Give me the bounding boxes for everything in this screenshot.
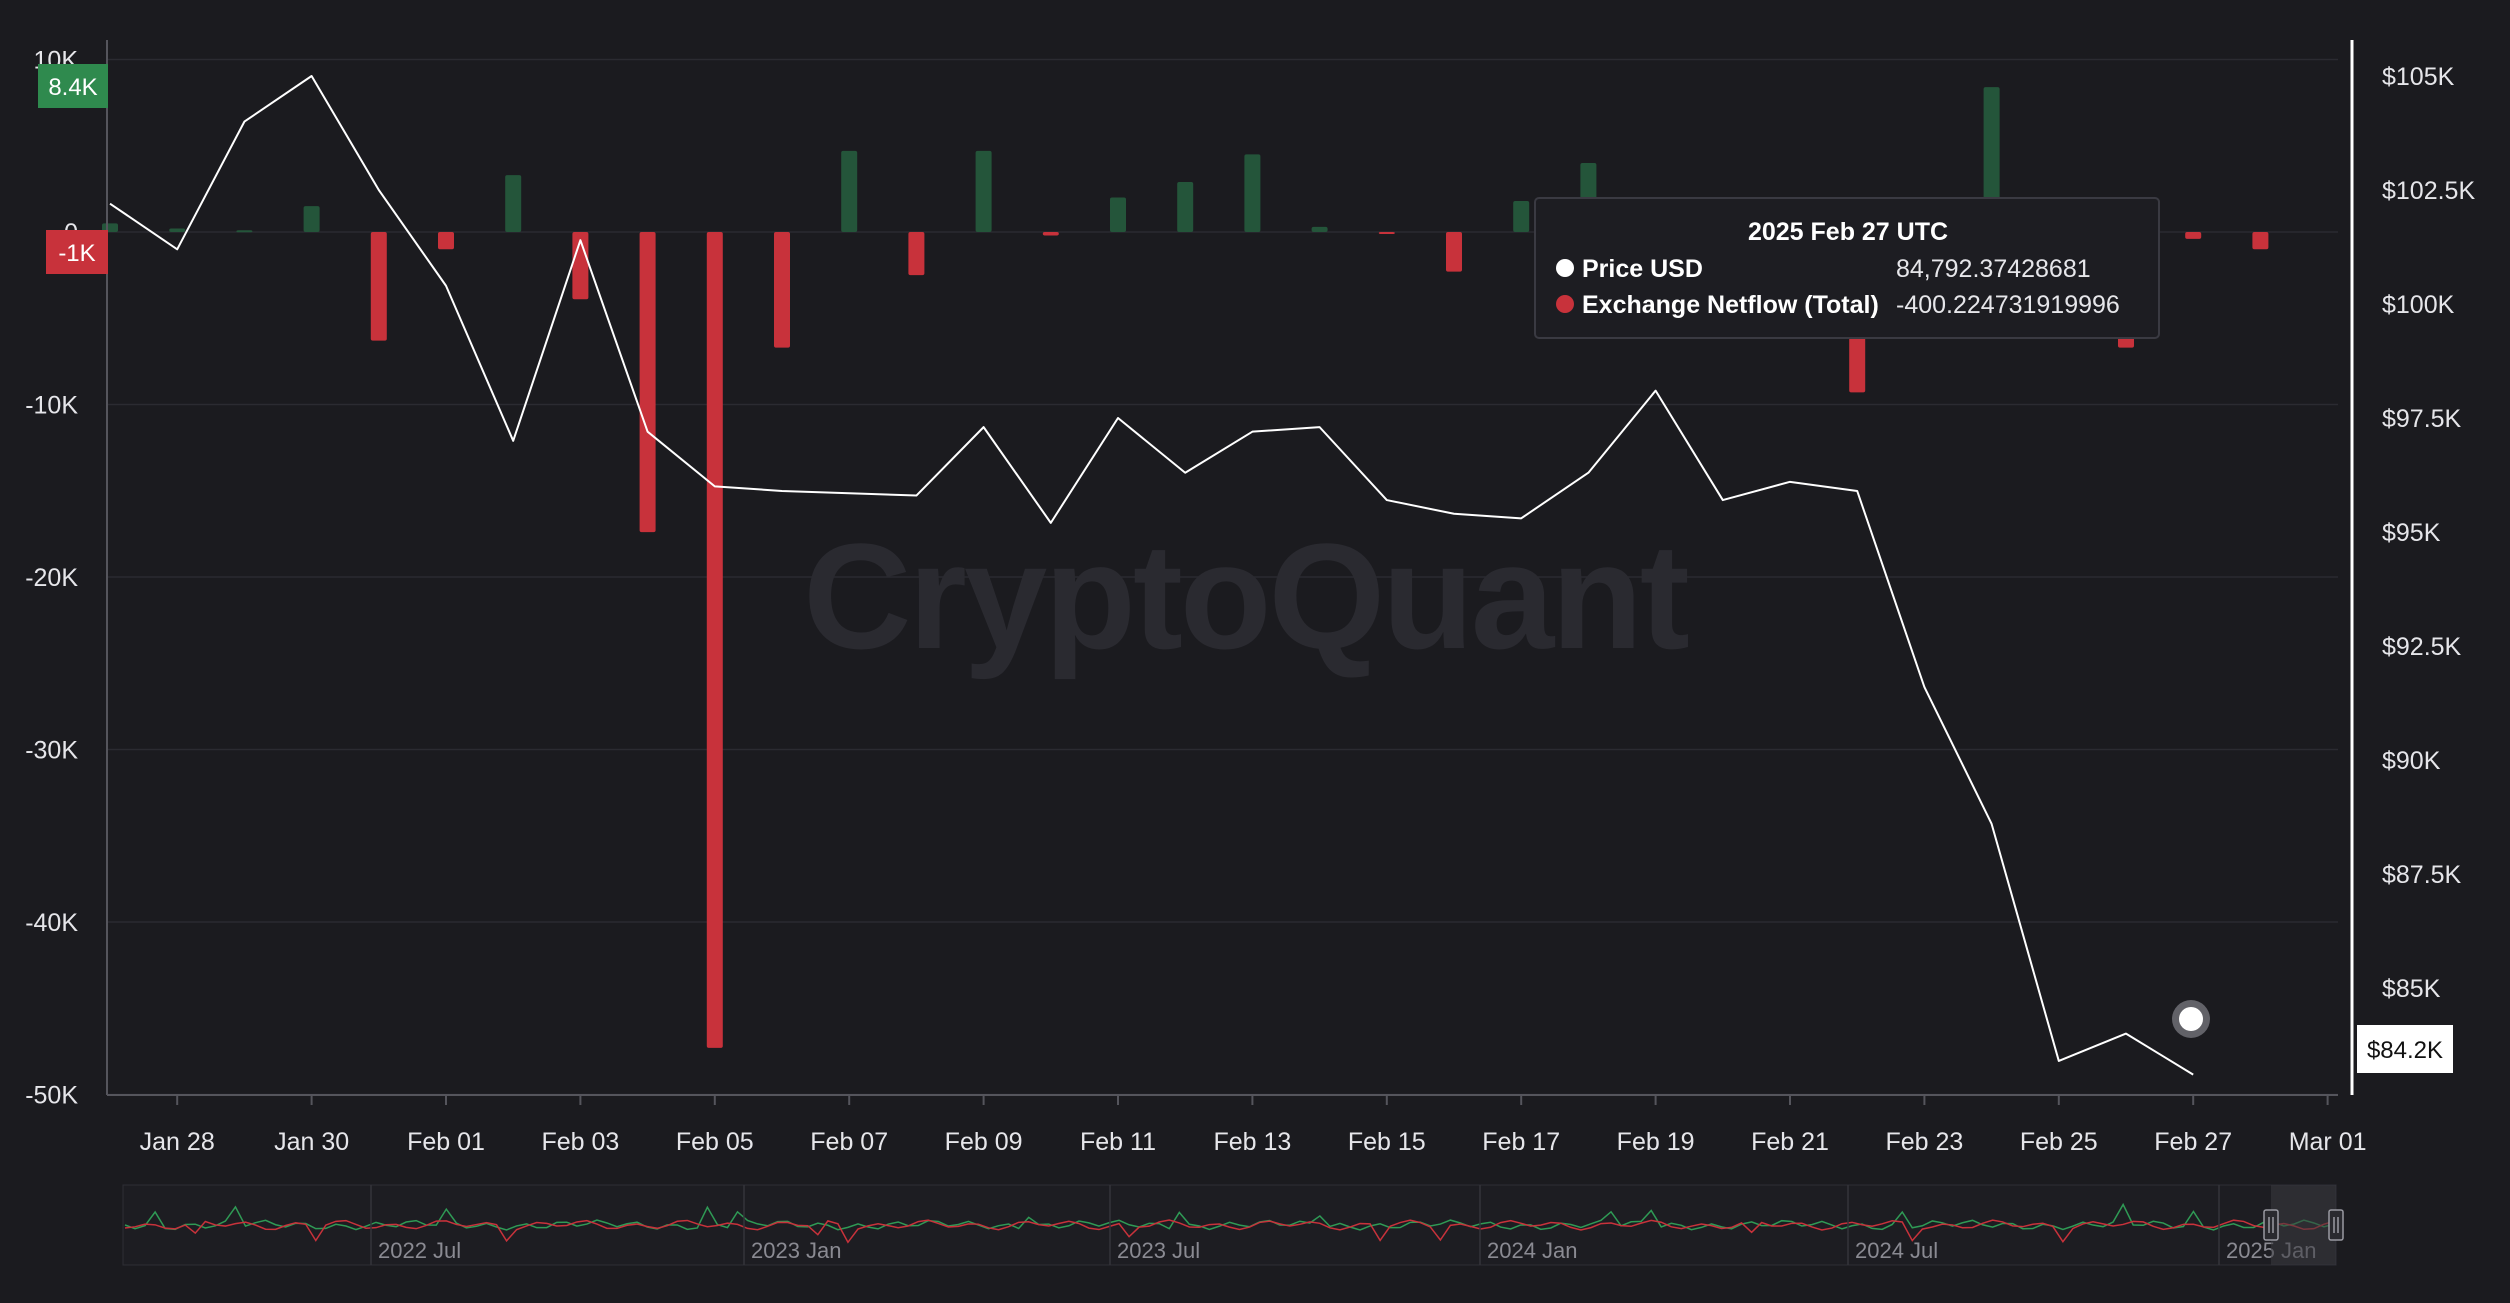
x-tick-label: Mar 01	[2289, 1128, 2367, 1156]
netflow-bar	[975, 150, 992, 232]
left-tick-label: -40K	[25, 909, 78, 937]
netflow-bar	[1983, 87, 2000, 232]
x-tick-label: Feb 27	[2154, 1128, 2232, 1156]
netflow-bar	[774, 232, 790, 348]
navigator-label: 2024 Jan	[1487, 1238, 1578, 1263]
navigator[interactable]: 2022 Jul 2023 Jan 2023 Jul 2024 Jan 2024 Jul…	[122, 1184, 2344, 1266]
netflow-bar	[2252, 232, 2269, 250]
navigator-handle-left[interactable]	[2263, 1209, 2279, 1241]
right-tick-label: $92.5K	[2382, 633, 2462, 661]
navigator-label: 2024 Jul	[1855, 1238, 1938, 1263]
netflow-bar	[1311, 226, 1328, 232]
right-tick-label: $105K	[2382, 63, 2455, 91]
x-tick-label: Feb 03	[541, 1128, 619, 1156]
left-axis-flag-positive: 8.4K	[38, 64, 108, 108]
x-axis-ticks: Jan 28 Jan 30 Feb 01 Feb 03 Feb 05 Feb 07 Feb …	[140, 1095, 2367, 1156]
x-tick-label: Jan 30	[274, 1128, 349, 1156]
tooltip-price-label: Price USD	[1582, 255, 1703, 283]
tooltip-netflow-label: Exchange Netflow (Total)	[1582, 291, 1879, 319]
x-tick-label: Feb 17	[1482, 1128, 1560, 1156]
tooltip-price-dot	[1556, 259, 1574, 277]
netflow-bar	[1513, 200, 1530, 232]
navigator-selection[interactable]	[2271, 1185, 2336, 1265]
right-tick-label: $102.5K	[2382, 177, 2475, 205]
netflow-bar	[639, 232, 656, 533]
left-tick-label: -50K	[25, 1082, 78, 1110]
navigator-label: 2022 Jul	[378, 1238, 461, 1263]
right-tick-label: $85K	[2382, 975, 2441, 1003]
x-tick-label: Jan 28	[140, 1128, 215, 1156]
left-tick-label: -10K	[25, 392, 78, 420]
right-tick-label: $97.5K	[2382, 405, 2462, 433]
netflow-bar	[908, 232, 925, 276]
x-tick-label: Feb 15	[1348, 1128, 1426, 1156]
netflow-bar	[706, 232, 723, 1048]
right-flag-price-label: $84.2K	[2367, 1037, 2443, 1064]
watermark: CryptoQuant	[803, 512, 1689, 680]
tooltip-title: 2025 Feb 27 UTC	[1748, 218, 1948, 246]
x-tick-label: Feb 05	[676, 1128, 754, 1156]
netflow-bar	[236, 230, 253, 233]
right-tick-label: $100K	[2382, 291, 2455, 319]
price-line-group	[109, 75, 2194, 1076]
netflow-bar	[1110, 197, 1126, 232]
x-tick-label: Feb 07	[810, 1128, 888, 1156]
netflow-bar	[1177, 181, 1194, 232]
netflow-bar	[438, 232, 454, 250]
right-axis-ticks: $105K $102.5K $100K $97.5K $95K $92.5K $90K $87…	[2382, 63, 2475, 1003]
right-tick-label: $95K	[2382, 519, 2441, 547]
x-tick-label: Feb 01	[407, 1128, 485, 1156]
right-axis-flag-price: $84.2K	[2357, 1025, 2453, 1073]
tooltip: 2025 Feb 27 UTC Price USD 84,792.3742868…	[1534, 197, 2160, 339]
netflow-bar	[370, 232, 387, 341]
x-tick-label: Feb 09	[945, 1128, 1023, 1156]
netflow-bar	[303, 206, 320, 232]
navigator-labels: 2022 Jul 2023 Jan 2023 Jul 2024 Jan 2024 Jul…	[370, 1185, 2317, 1265]
x-tick-label: Feb 19	[1617, 1128, 1695, 1156]
left-flag-negative-label: -1K	[58, 240, 95, 267]
tooltip-box	[1534, 197, 2160, 339]
tooltip-price-value: 84,792.37428681	[1896, 255, 2091, 283]
left-tick-label: -30K	[25, 737, 78, 765]
hover-point	[2179, 1007, 2203, 1031]
netflow-bar	[505, 175, 522, 232]
x-tick-label: Feb 11	[1080, 1128, 1156, 1156]
navigator-sparklines	[124, 1202, 2335, 1244]
left-tick-label: -20K	[25, 564, 78, 592]
netflow-bar	[1378, 232, 1395, 234]
netflow-bar	[1042, 232, 1059, 236]
netflow-bar	[1244, 154, 1261, 232]
x-tick-label: Feb 23	[1885, 1128, 1963, 1156]
tooltip-netflow-dot	[1556, 295, 1574, 313]
netflow-bar	[169, 228, 186, 232]
left-flag-positive-label: 8.4K	[48, 74, 97, 101]
netflow-bar	[2185, 232, 2202, 239]
x-tick-label: Feb 21	[1751, 1128, 1829, 1156]
left-axis-ticks: 10K0-10K-20K-30K-40K-50K	[25, 47, 78, 1110]
x-tick-label: Feb 13	[1213, 1128, 1291, 1156]
navigator-netflow-positive-line	[124, 1202, 2335, 1231]
right-tick-label: $87.5K	[2382, 861, 2462, 889]
left-axis-flag-negative: -1K	[46, 230, 108, 274]
x-tick-label: Feb 25	[2020, 1128, 2098, 1156]
tooltip-netflow-value: -400.224731919996	[1896, 291, 2120, 319]
netflow-bar	[841, 150, 858, 232]
price-line	[109, 75, 2194, 1076]
navigator-handle-right[interactable]	[2328, 1209, 2344, 1241]
navigator-label: 2023 Jul	[1117, 1238, 1200, 1263]
right-tick-label: $90K	[2382, 747, 2441, 775]
netflow-bar	[1446, 232, 1462, 272]
navigator-netflow-negative-line	[124, 1219, 2335, 1244]
navigator-label: 2023 Jan	[751, 1238, 842, 1263]
